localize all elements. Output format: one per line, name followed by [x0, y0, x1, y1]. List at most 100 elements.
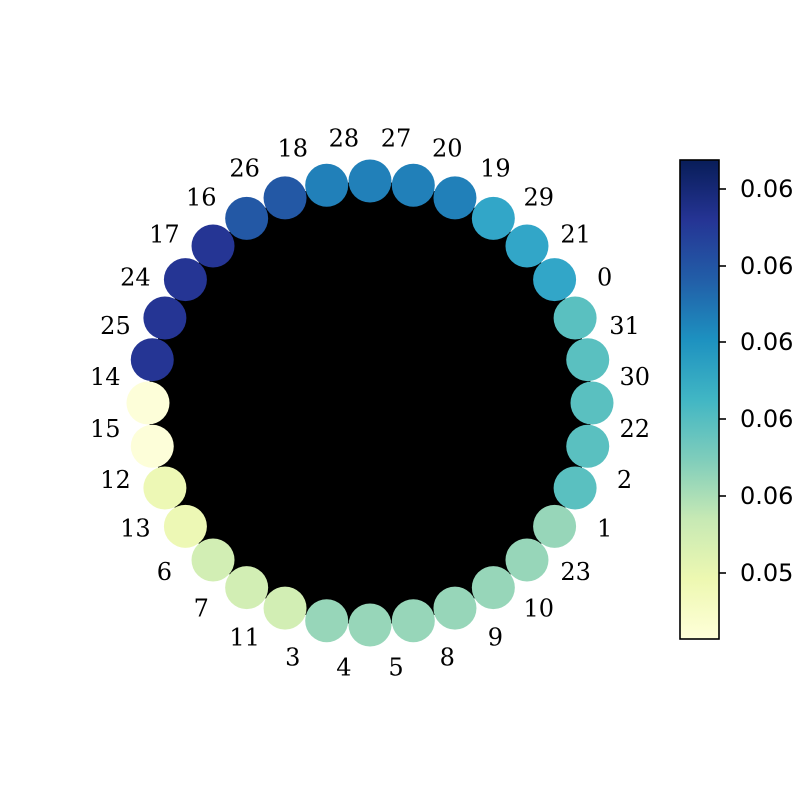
- edge-23-25: [152, 359, 555, 527]
- node-17: [163, 258, 207, 302]
- edge-5-24: [164, 317, 414, 622]
- edge-5-14: [147, 402, 414, 622]
- node-7: [225, 566, 269, 610]
- node-label-2: 2: [617, 466, 632, 494]
- colorbar-gradient: [679, 159, 720, 640]
- node-23: [533, 504, 577, 548]
- node-label-31: 31: [609, 312, 640, 340]
- node-20: [391, 163, 435, 207]
- node-label-18: 18: [278, 134, 309, 162]
- edge-6-17: [184, 279, 214, 561]
- edge-7-28: [246, 185, 328, 588]
- edge-8-25: [151, 359, 456, 609]
- edge-7-24: [164, 317, 248, 588]
- edge-29-1: [492, 218, 576, 489]
- node-15: [130, 424, 174, 468]
- edge-20-1: [412, 184, 576, 489]
- node-30: [566, 338, 610, 382]
- node-11: [263, 586, 307, 630]
- edge-1-26: [246, 217, 576, 489]
- edge-9-12: [164, 487, 494, 589]
- node-6: [191, 538, 235, 582]
- node-label-10: 10: [523, 595, 554, 623]
- node-1: [553, 466, 597, 510]
- colorbar-tick-label: 0.05: [740, 559, 793, 587]
- node-label-24: 24: [120, 264, 151, 292]
- edge-22-26: [246, 217, 593, 404]
- node-label-6: 6: [157, 558, 172, 586]
- colorbar-ticks: 0.06 0.06 0.06 0.06 0.06 0.05: [719, 175, 793, 587]
- edge-23-18: [284, 197, 556, 527]
- edge-11-25: [151, 359, 286, 609]
- edge-27-23: [369, 180, 556, 527]
- edge-4-17: [184, 279, 371, 626]
- edge-5-12: [164, 487, 414, 622]
- edge-31-9: [492, 317, 576, 588]
- edge-1-13: [185, 487, 576, 527]
- edge-13-28: [184, 185, 328, 527]
- edge-31-3: [326, 317, 576, 622]
- edge-27-15: [151, 180, 371, 447]
- edge-3-16: [212, 245, 328, 621]
- edge-1-16: [212, 245, 576, 489]
- node-27: [348, 159, 392, 203]
- node-31: [553, 296, 597, 340]
- node-label-27: 27: [381, 124, 412, 152]
- edge-5-25: [151, 359, 414, 622]
- edge-21-26: [246, 217, 528, 247]
- edge-30-4: [369, 359, 589, 626]
- edge-4-28: [326, 185, 371, 626]
- edge-29-14: [147, 217, 494, 404]
- node-label-22: 22: [619, 415, 650, 443]
- edge-29-8: [454, 218, 494, 609]
- edge-22-24: [164, 317, 593, 404]
- node-18: [263, 176, 307, 220]
- edge-19-25: [151, 197, 456, 361]
- edge-19-17: [185, 197, 456, 281]
- edge-10-24: [164, 317, 528, 561]
- edge-31-5: [412, 317, 576, 622]
- edge-13-18: [184, 197, 286, 527]
- node-label-4: 4: [336, 654, 351, 682]
- edge-13-16: [184, 245, 214, 527]
- node-label-1: 1: [597, 514, 612, 542]
- node-label-7: 7: [194, 595, 209, 623]
- edge-29-16: [212, 217, 494, 247]
- node-13: [163, 504, 207, 548]
- node-label-9: 9: [488, 624, 503, 652]
- edge-5-28: [326, 185, 414, 621]
- edge-2-6: [212, 445, 588, 561]
- node-19: [433, 176, 477, 220]
- node-25: [130, 338, 174, 382]
- edge-12-28: [164, 184, 328, 489]
- edge-30-28: [326, 184, 589, 361]
- edge-15-18: [151, 197, 286, 447]
- edge-21-5: [412, 245, 528, 621]
- colorbar: 0.06 0.06 0.06 0.06 0.06 0.05: [679, 159, 793, 640]
- edge-20-12: [164, 184, 414, 489]
- node-label-20: 20: [432, 134, 463, 162]
- node-label-layer: 27 20192921031302221231098543117613121514…: [90, 124, 650, 681]
- edge-1-3: [326, 487, 576, 622]
- edge-2-26: [246, 217, 589, 447]
- node-label-19: 19: [480, 154, 511, 182]
- colorbar-tick-label: 0.06: [740, 328, 793, 356]
- edge-21-23: [526, 245, 556, 527]
- edge-31-26: [246, 217, 576, 319]
- node-16: [191, 224, 235, 268]
- node-28: [305, 163, 349, 207]
- node-26: [225, 196, 269, 240]
- edge-1-14: [147, 402, 576, 489]
- node-12: [143, 466, 187, 510]
- edge-7-18: [246, 197, 286, 588]
- edge-1-7: [246, 487, 576, 589]
- edge-6-18: [212, 197, 286, 561]
- edge-23-12: [164, 487, 555, 527]
- edge-21-17: [185, 245, 528, 281]
- edge-2-11: [284, 445, 589, 609]
- edge-8-16: [212, 245, 456, 609]
- edge-31-28: [326, 184, 576, 319]
- edge-10-18: [284, 197, 528, 561]
- edge-30-11: [284, 359, 589, 609]
- edge-19-2: [454, 197, 589, 447]
